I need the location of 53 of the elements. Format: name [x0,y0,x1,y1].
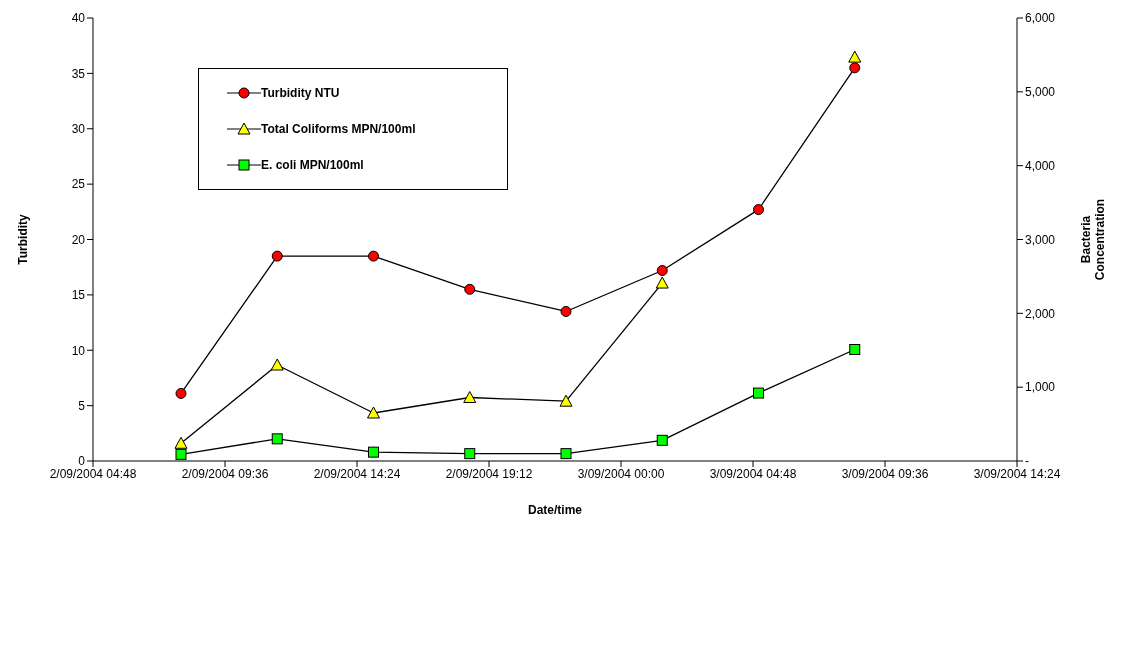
point [560,305,572,317]
y2-tick-label: 1,000 [1025,380,1056,395]
y-tick-label: 10 [71,343,86,358]
x-tick-label: 3/09/2004 14:24 [973,466,1061,481]
y2-tick-label: 3,000 [1025,232,1056,247]
point [175,448,187,460]
x-tick-label: 2/09/2004 19:12 [445,466,533,481]
legend-label: Total Coliforms MPN/100ml [261,122,416,136]
point [848,50,862,63]
point [270,358,284,371]
x-tick-label: 2/09/2004 04:48 [49,466,137,481]
point [368,446,379,458]
legend-label: Turbidity NTU [261,86,340,100]
point [463,391,477,403]
point [655,276,669,289]
y-axis-title: Turbidity [16,213,31,265]
point [753,387,764,399]
x-tick-label: 3/09/2004 04:48 [709,466,797,481]
x-tick-label: 3/09/2004 09:36 [841,466,929,481]
y-tick-label: 5 [78,398,86,413]
point [175,387,187,399]
y2-axis-title: Bacteria Concentration [1079,198,1107,281]
point [560,448,572,460]
point [464,283,476,295]
y-tick-label: 25 [71,177,86,192]
point [174,436,188,449]
point [559,394,573,407]
point [464,448,476,460]
y-tick-label: 40 [71,11,86,26]
point [753,204,764,216]
y-tick-label: 20 [71,232,86,247]
legend-label: E. coli MPN/100ml [261,158,364,172]
point [849,344,861,356]
y-tick-label: 35 [71,66,86,81]
y-tick-label: 30 [71,122,86,137]
y-tick-label: 0 [78,454,86,469]
x-tick-label: 2/09/2004 14:24 [313,466,401,481]
point [656,265,668,277]
point [849,62,861,74]
y-tick-label: 15 [71,288,86,303]
point [368,250,379,262]
y2-tick-label: 4,000 [1025,158,1056,173]
y2-tick-label: - [1025,454,1029,469]
y2-tick-label: 5,000 [1025,85,1056,100]
x-axis-title: Date/time [527,503,583,517]
point [271,433,283,445]
y2-tick-label: 6,000 [1025,11,1056,26]
x-tick-label: 3/09/2004 00:00 [577,466,665,481]
point [271,250,283,262]
x-tick-label: 2/09/2004 09:36 [181,466,269,481]
point [656,434,668,446]
y2-tick-label: 2,000 [1025,306,1056,321]
point [367,406,380,419]
